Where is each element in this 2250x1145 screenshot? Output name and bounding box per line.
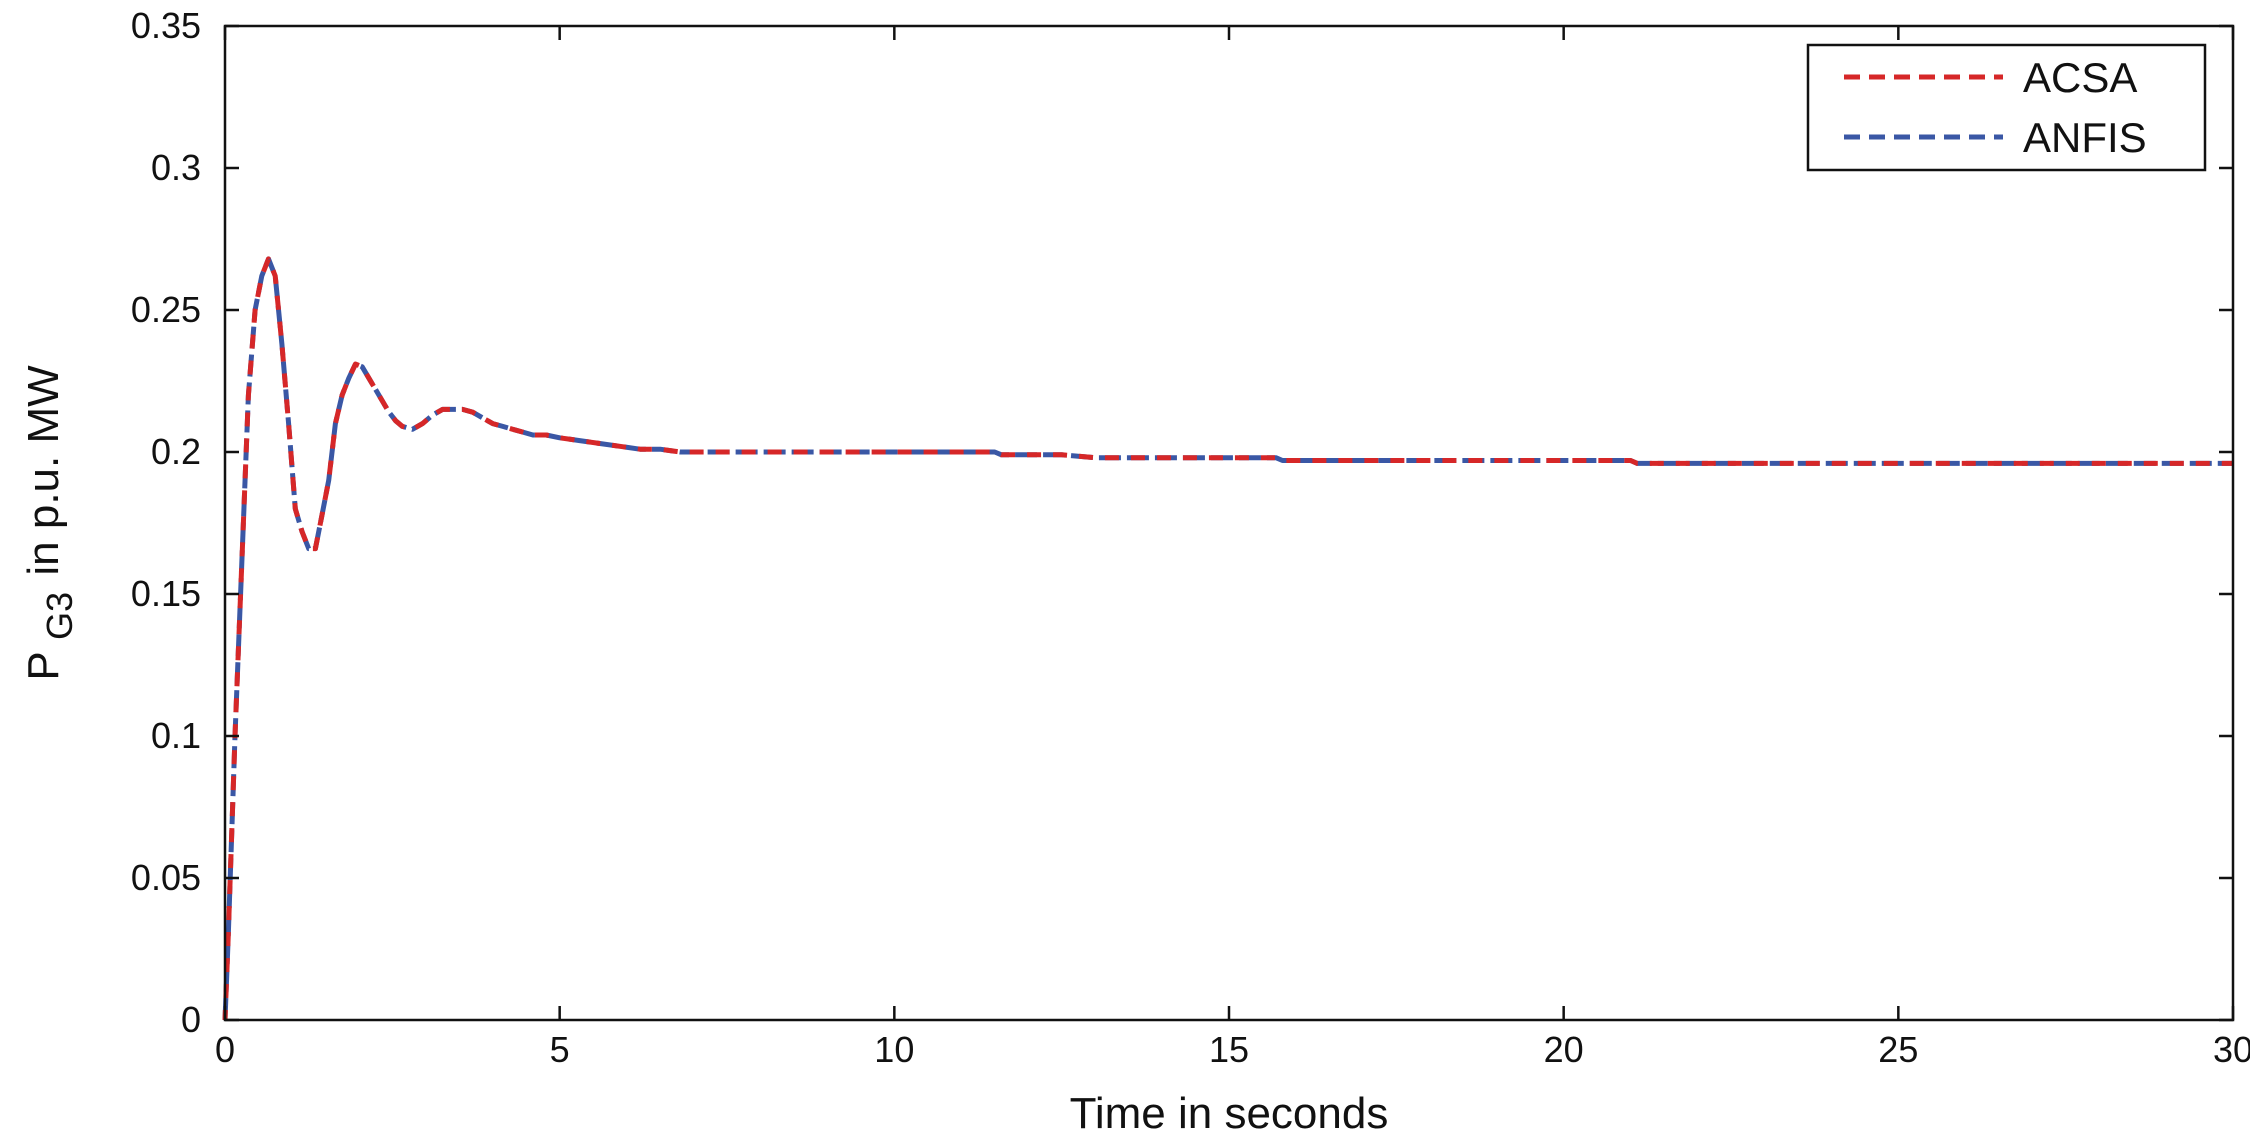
y-tick-label: 0: [181, 999, 201, 1040]
legend-label-anfis: ANFIS: [2023, 114, 2147, 161]
y-axis-title-subscript: G3: [39, 592, 80, 640]
x-tick-label: 20: [1544, 1029, 1584, 1070]
x-tick-label: 25: [1878, 1029, 1918, 1070]
x-tick-label: 15: [1209, 1029, 1249, 1070]
y-axis-title-main: P: [19, 652, 68, 681]
x-tick-label: 0: [215, 1029, 235, 1070]
y-tick-label: 0.3: [151, 147, 201, 188]
x-tick-label: 30: [2213, 1029, 2250, 1070]
y-tick-label: 0.1: [151, 715, 201, 756]
y-tick-label: 0.25: [131, 289, 201, 330]
y-axis-title: P G3 in p.u. MW: [19, 365, 82, 681]
legend-box: [1806, 43, 2207, 172]
y-tick-label: 0.2: [151, 431, 201, 472]
x-tick-label: 10: [874, 1029, 914, 1070]
y-axis-title-rest: in p.u. MW: [19, 365, 68, 576]
y-tick-label: 0.15: [131, 573, 201, 614]
y-tick-label: 0.35: [131, 5, 201, 46]
y-tick-label: 0.05: [131, 857, 201, 898]
x-axis-title: Time in seconds: [1070, 1089, 1389, 1138]
legend-label-acsa: ACSA: [2023, 54, 2137, 101]
series-layer: [222, 256, 2233, 1021]
series-line-acsa: [222, 256, 2233, 1021]
x-tick-label: 5: [550, 1029, 570, 1070]
legend: ACSA ANFIS: [1806, 43, 2207, 172]
tick-layer: 0 5 10 15 20 25 30 0 0.05 0.1 0.15 0.2 0.25 0.3 0.35: [131, 5, 2250, 1070]
plot-frame: [223, 24, 2235, 1022]
